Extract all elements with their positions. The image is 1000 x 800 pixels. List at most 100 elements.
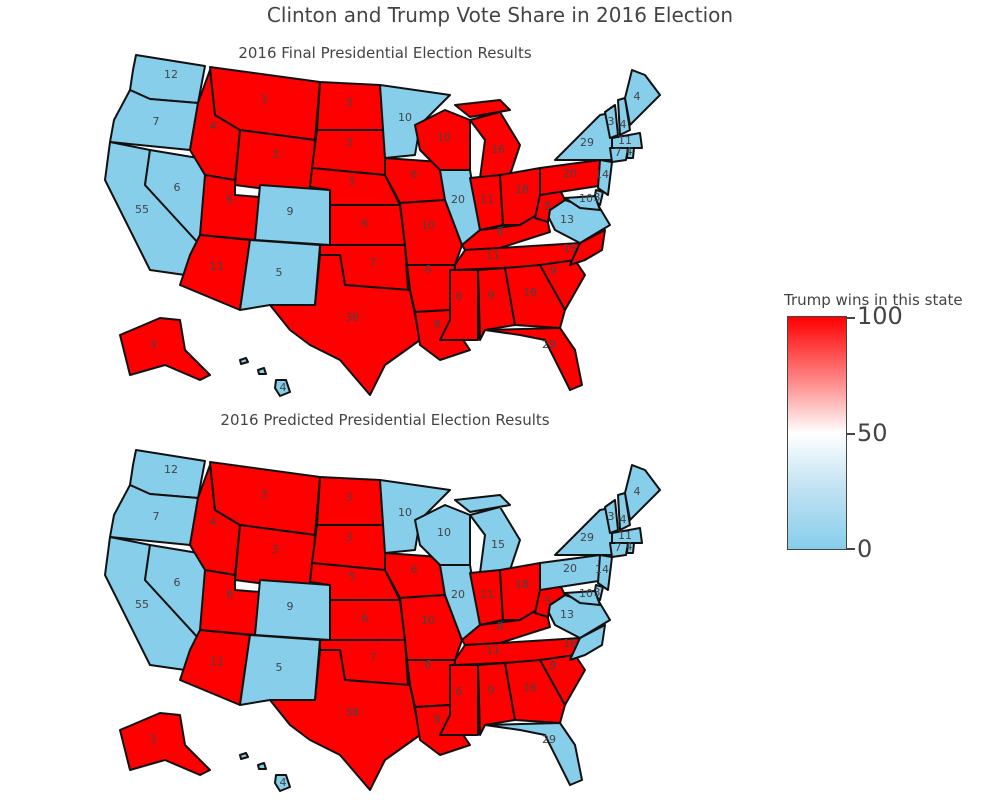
ev-label-de: 3 <box>594 191 601 204</box>
colorbar-title: Trump wins in this state <box>784 291 963 309</box>
state-ak <box>119 317 211 381</box>
state-ak <box>119 712 211 776</box>
ev-label-fl: 29 <box>542 338 556 351</box>
map-subtitle-final: 2016 Final Presidential Election Results <box>238 44 532 62</box>
ev-label-sc: 9 <box>550 659 557 672</box>
ev-label-nv: 6 <box>174 181 181 194</box>
state-me <box>624 69 661 126</box>
ev-label-vt: 3 <box>608 510 615 523</box>
ev-label-in: 11 <box>480 588 494 601</box>
state-vt <box>604 499 619 534</box>
ev-label-mt: 3 <box>261 93 268 106</box>
ev-label-ak: 3 <box>150 338 157 351</box>
ev-label-az: 11 <box>210 655 224 668</box>
ev-label-ct: 7 <box>615 541 622 554</box>
ev-label-nd: 3 <box>346 96 353 109</box>
state-ri <box>626 542 635 554</box>
state-ms <box>439 664 479 736</box>
colorbar <box>787 316 847 550</box>
ev-label-me: 4 <box>634 90 641 103</box>
ev-label-tn: 11 <box>486 249 500 262</box>
ev-label-tx: 38 <box>345 706 359 719</box>
ev-label-nv: 6 <box>174 576 181 589</box>
ev-label-ga: 16 <box>523 681 537 694</box>
ev-label-id: 4 <box>210 120 217 133</box>
ev-label-wi: 10 <box>437 526 451 539</box>
ev-label-or: 7 <box>153 115 160 128</box>
state-fl <box>484 722 583 786</box>
state-fl <box>484 327 583 391</box>
map-subtitle-predicted: 2016 Predicted Presidential Election Res… <box>220 411 550 429</box>
state-nh <box>617 492 631 531</box>
ev-label-ky: 8 <box>497 620 504 633</box>
ev-label-ca: 55 <box>135 598 149 611</box>
ev-label-pa: 20 <box>563 167 577 180</box>
ev-label-tx: 38 <box>345 311 359 324</box>
ev-label-ok: 7 <box>370 256 377 269</box>
ev-label-ct: 7 <box>615 146 622 159</box>
ev-label-co: 9 <box>287 205 294 218</box>
ev-label-ma: 11 <box>618 529 632 542</box>
ev-label-ca: 55 <box>135 203 149 216</box>
ev-label-al: 9 <box>488 684 495 697</box>
state-az <box>179 629 251 706</box>
ev-label-sd: 3 <box>346 136 353 149</box>
ev-label-il: 20 <box>451 588 465 601</box>
ev-label-ak: 3 <box>150 733 157 746</box>
ev-label-ar: 6 <box>425 263 432 276</box>
ev-label-mi: 16 <box>491 143 505 156</box>
ev-label-ne: 5 <box>349 570 356 583</box>
ev-label-nc: 16 <box>563 637 577 650</box>
state-al <box>477 662 516 736</box>
ev-label-ia: 6 <box>411 168 418 181</box>
ev-label-va: 13 <box>560 213 574 226</box>
ev-label-nm: 5 <box>276 266 283 279</box>
ev-label-nh: 4 <box>620 513 627 526</box>
ev-label-ny: 29 <box>580 136 594 149</box>
ev-label-ms: 6 <box>456 685 463 698</box>
state-ms <box>439 269 479 341</box>
ev-label-nm: 5 <box>276 661 283 674</box>
state-ga <box>504 264 566 329</box>
ev-label-in: 11 <box>480 193 494 206</box>
ev-label-sd: 3 <box>346 531 353 544</box>
ev-label-la: 8 <box>434 318 441 331</box>
ev-label-sc: 9 <box>550 264 557 277</box>
colorbar-label-mid: 50 <box>857 419 888 447</box>
colorbar-tick-bottom <box>847 548 855 550</box>
ev-label-id: 4 <box>210 515 217 528</box>
ev-label-ma: 11 <box>618 134 632 147</box>
ev-label-ms: 6 <box>456 290 463 303</box>
state-ma <box>611 132 643 149</box>
ev-label-wi: 10 <box>437 131 451 144</box>
ev-label-mo: 10 <box>421 219 435 232</box>
ev-label-wv: 5 <box>545 595 552 608</box>
state-nj <box>597 159 613 196</box>
ev-label-oh: 18 <box>515 578 529 591</box>
ev-label-wy: 3 <box>272 148 279 161</box>
ev-label-ri: 4 <box>626 540 633 553</box>
ev-label-ut: 6 <box>227 193 234 206</box>
ev-label-oh: 18 <box>515 183 529 196</box>
state-nc <box>569 624 606 661</box>
ev-label-ky: 8 <box>497 225 504 238</box>
state-vt <box>604 104 619 139</box>
state-md <box>564 590 601 606</box>
state-ct <box>609 542 629 558</box>
ev-label-or: 7 <box>153 510 160 523</box>
ev-label-ar: 6 <box>425 658 432 671</box>
ev-label-az: 11 <box>210 260 224 273</box>
ev-label-md: 10 <box>579 192 593 205</box>
ev-label-ks: 6 <box>362 217 369 230</box>
state-sc <box>539 259 586 311</box>
ev-label-il: 20 <box>451 193 465 206</box>
ev-label-pa: 20 <box>563 562 577 575</box>
state-ri <box>626 147 635 159</box>
ev-label-ga: 16 <box>523 286 537 299</box>
ev-label-mn: 10 <box>398 506 412 519</box>
state-nh <box>617 97 631 136</box>
chart-title: Clinton and Trump Vote Share in 2016 Ele… <box>266 3 734 27</box>
